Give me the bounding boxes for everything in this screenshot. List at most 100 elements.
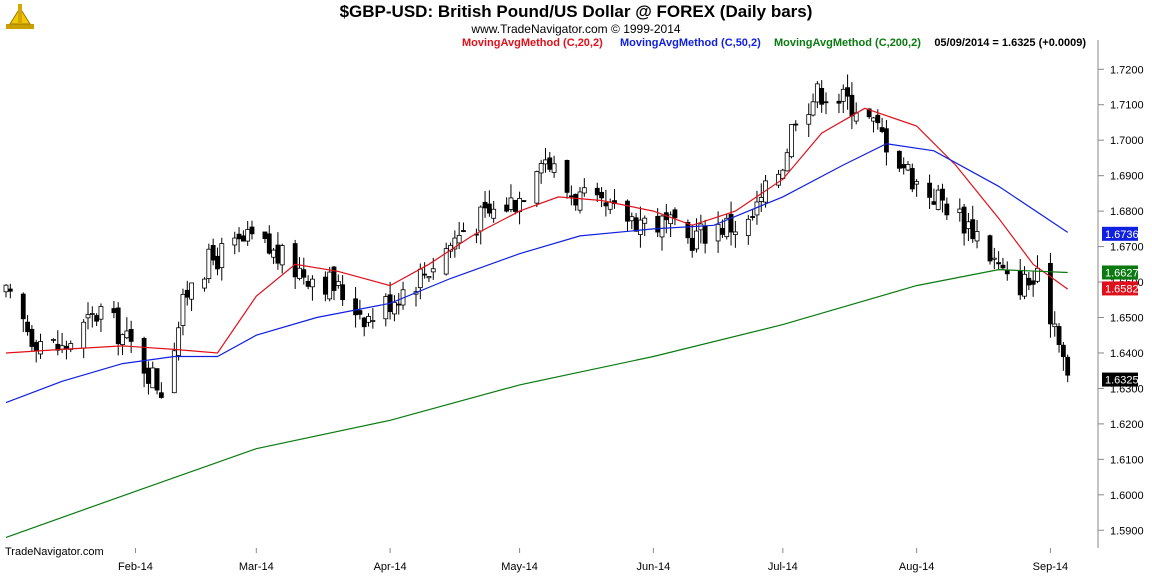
- candle-body: [927, 182, 932, 198]
- candle-body: [823, 101, 829, 104]
- candle-body: [1056, 326, 1062, 345]
- candle-body: [547, 157, 553, 170]
- candle-body: [961, 206, 967, 234]
- candle-body: [702, 225, 708, 244]
- candle-body: [603, 202, 609, 207]
- candle-body: [745, 218, 751, 236]
- candle-body: [271, 249, 276, 258]
- y-tick-label: 1.7100: [1110, 100, 1144, 112]
- price-badge: [1102, 226, 1138, 241]
- candle-body: [94, 315, 100, 322]
- candle-body: [210, 245, 216, 261]
- candle-body: [577, 191, 583, 211]
- candle-body: [1026, 277, 1032, 286]
- candle-body: [573, 193, 579, 206]
- price-badges: 1.6736 1.6627 1.6582 1.6325: [1102, 226, 1139, 387]
- candle-body: [1022, 273, 1027, 297]
- candle-body: [461, 230, 466, 232]
- candle-body: [629, 216, 635, 222]
- candle-body: [357, 310, 363, 315]
- candle-body: [508, 197, 514, 210]
- candle-body: [33, 342, 39, 352]
- ma-line-2: [5, 268, 1068, 538]
- y-tick-label: 1.7200: [1110, 64, 1144, 76]
- candle-body: [430, 268, 436, 273]
- candle-body: [849, 94, 855, 117]
- candle-body: [85, 314, 91, 319]
- candle-body: [335, 280, 341, 286]
- candle-body: [793, 123, 799, 126]
- candle-body: [732, 231, 738, 235]
- y-tick-label: 1.6100: [1110, 454, 1144, 466]
- candle-body: [914, 181, 920, 185]
- price-badge-label: 1.6627: [1105, 267, 1139, 279]
- candle-body: [543, 159, 548, 165]
- candle-body: [1048, 262, 1053, 325]
- candle-body: [266, 233, 272, 254]
- candle-body: [51, 339, 56, 341]
- candle-body: [478, 206, 484, 232]
- candle-body: [215, 255, 220, 270]
- candle-body: [551, 163, 557, 173]
- candle-body: [784, 152, 790, 172]
- candle-body: [111, 308, 117, 314]
- y-axis: 1.59001.60001.61001.62001.63001.64001.65…: [1098, 64, 1144, 537]
- candle-body: [20, 293, 26, 320]
- candle-body: [901, 164, 907, 169]
- candle-body: [685, 221, 691, 239]
- candle-body: [689, 237, 695, 251]
- legend-ma20: MovingAvgMethod (C,20,2): [462, 37, 603, 49]
- candle-body: [814, 83, 820, 103]
- candle-body: [672, 209, 678, 219]
- candle-body: [991, 257, 997, 260]
- legend-ma50: MovingAvgMethod (C,50,2): [620, 37, 761, 49]
- candle-body: [236, 233, 242, 240]
- y-tick-label: 1.6700: [1110, 242, 1144, 254]
- candle-body: [310, 278, 315, 288]
- candle-body: [905, 164, 911, 171]
- candle-body: [189, 282, 194, 300]
- candle-body: [909, 168, 915, 190]
- candle-body: [486, 203, 492, 214]
- y-tick-label: 1.6900: [1110, 171, 1144, 183]
- candle-body: [98, 306, 104, 320]
- candle-body: [370, 320, 376, 322]
- candle-body: [810, 101, 816, 116]
- candle-body: [297, 267, 302, 279]
- candle-body: [262, 231, 268, 239]
- candle-body: [1065, 356, 1071, 376]
- candle-body: [245, 229, 251, 242]
- candle-body: [128, 329, 134, 342]
- candle-body: [935, 189, 941, 210]
- candle-body: [120, 334, 125, 346]
- navigator-logo-icon: [6, 4, 34, 29]
- candle-body: [417, 268, 423, 289]
- candle-body: [698, 223, 704, 231]
- x-axis: Feb-14 Mar-14 Apr-14 May-14 Jun-14 Jul-14 Aug-…: [118, 548, 1068, 573]
- candle-body: [141, 338, 147, 374]
- candle-body: [1004, 270, 1010, 275]
- candle-body: [443, 248, 449, 275]
- candle-body: [89, 313, 95, 315]
- candle-body: [504, 204, 510, 212]
- candle-body: [866, 108, 872, 118]
- candle-body: [1052, 323, 1058, 328]
- candle-body: [633, 217, 639, 232]
- candle-body: [64, 345, 69, 349]
- candle-body: [694, 230, 699, 250]
- candle-body: [931, 201, 937, 205]
- candle-body: [957, 208, 963, 214]
- candle-body: [249, 226, 255, 235]
- candle-body: [875, 114, 881, 124]
- candle-body: [806, 114, 812, 125]
- x-tick-label: Jul-14: [768, 561, 798, 573]
- x-tick-label: Sep-14: [1033, 561, 1068, 573]
- candle-body: [301, 269, 307, 278]
- candle-body: [383, 296, 389, 320]
- candle-body: [7, 288, 13, 292]
- price-badge: [1102, 372, 1138, 387]
- candle-body: [625, 200, 630, 222]
- legend-ma200: MovingAvgMethod (C,200,2): [774, 37, 921, 49]
- x-tick-label: Feb-14: [118, 561, 153, 573]
- y-tick-label: 1.6400: [1110, 348, 1144, 360]
